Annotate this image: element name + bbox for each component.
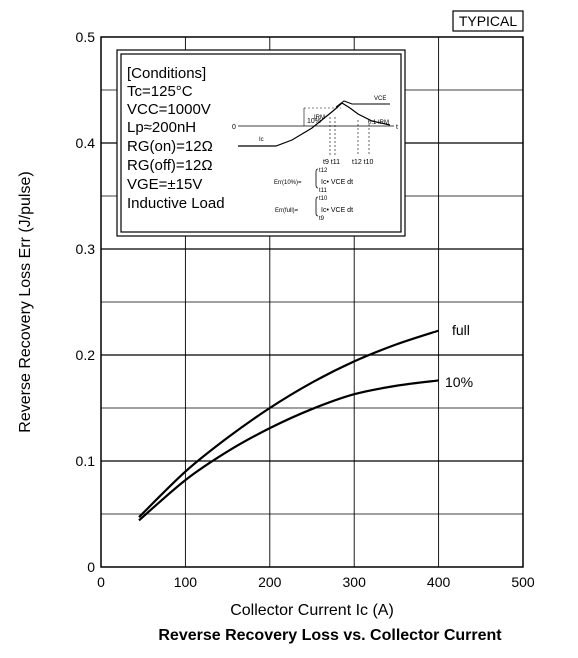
wave-t9t11: t9 t11 — [323, 159, 340, 166]
wave-01irm: 0.1 IRM — [368, 120, 389, 126]
y-tick-label: 0.1 — [76, 453, 96, 469]
y-axis-label: Reverse Recovery Loss Err (J/pulse) — [17, 171, 34, 432]
wave-ic: Ic — [259, 137, 264, 143]
condition-line: Tc=125°C — [127, 83, 193, 100]
series-label-full: full — [452, 322, 470, 338]
wave-zero: 0 — [232, 124, 236, 131]
series-layer — [138, 329, 439, 522]
wave-vce: VCE — [374, 96, 386, 102]
chart-title: Reverse Recovery Loss vs. Collector Curr… — [158, 627, 502, 644]
condition-line: Inductive Load — [127, 195, 225, 212]
condition-line: Lp≈200nH — [127, 119, 196, 136]
x-tick-label: 400 — [427, 574, 451, 590]
formula-err10-label: Err(10%)= — [274, 180, 302, 186]
y-tick-label: 0.2 — [76, 347, 96, 363]
condition-line: RG(on)=12Ω — [127, 138, 213, 155]
series-line-full — [138, 329, 439, 518]
wave-t: t — [396, 124, 398, 131]
formula-err10-upper: t12 — [319, 168, 328, 174]
y-tick-label: 0.3 — [76, 241, 96, 257]
x-tick-label: 300 — [343, 574, 367, 590]
wave-10pct: 10% — [307, 118, 321, 125]
plot-frame — [100, 36, 524, 568]
y-tick-label: 0 — [87, 559, 95, 575]
x-tick-label: 0 — [97, 574, 105, 590]
formula-errfull-upper: t10 — [319, 196, 328, 202]
wave-irm: IRM — [314, 115, 325, 121]
formula-errfull-integrand: Ic• VCE dt — [321, 207, 353, 214]
y-tick-labels: 0 0.1 0.2 0.3 0.4 0.5 — [76, 29, 96, 575]
waveform-diagram: IRM 10% 0.1 IRM 0 t Ic VCE t9 t11 t12 t1… — [232, 96, 398, 222]
y-tick-label: 0.4 — [76, 135, 96, 151]
series-label-10pct: 10% — [445, 374, 473, 390]
wave-t12t10: t12 t10 — [352, 159, 374, 166]
conditions-heading: [Conditions] — [127, 65, 206, 82]
formula-errfull-lower: t9 — [319, 216, 325, 222]
condition-line: VCC=1000V — [127, 101, 211, 118]
formula-errfull-label: Err(full)= — [275, 208, 299, 214]
y-tick-label: 0.5 — [76, 29, 96, 45]
condition-line: VGE=±15V — [127, 176, 202, 193]
formula-err10-integrand: Ic• VCE dt — [321, 179, 353, 186]
typical-badge-text: TYPICAL — [459, 13, 518, 29]
conditions-box: [Conditions] Tc=125°C VCC=1000V Lp≈200nH… — [116, 49, 406, 237]
x-axis-label: Collector Current Ic (A) — [230, 602, 394, 619]
x-tick-label: 500 — [511, 574, 535, 590]
condition-line: RG(off)=12Ω — [127, 157, 213, 174]
x-tick-label: 200 — [258, 574, 282, 590]
formula-err10-lower: t11 — [319, 188, 328, 194]
typical-badge: TYPICAL — [452, 10, 524, 32]
series-line-10pct — [138, 379, 439, 522]
x-tick-labels: 0 100 200 300 400 500 — [97, 574, 535, 590]
x-tick-label: 100 — [174, 574, 198, 590]
